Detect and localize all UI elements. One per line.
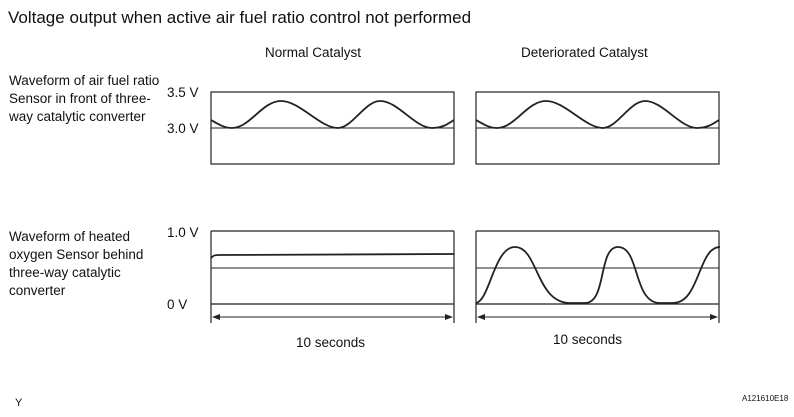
duration-label-deteriorated: 10 seconds [553,332,623,347]
corner-mark: Y [15,397,23,409]
af-sensor-waveform-normal [210,100,455,129]
row-label-af-sensor: Waveform of air fuel ratio Sensor in fro… [9,73,160,124]
o2-sensor-waveform-deteriorated [475,246,721,304]
o2-sensor-waveform-normal [210,253,455,259]
axis-label-1-0v: 1.0 V [167,225,199,240]
diagram-title: Voltage output when active air fuel rati… [8,8,472,27]
duration-label-normal: 10 seconds [296,335,366,350]
row-label-o2-sensor: Waveform of heated oxygen Sensor behind … [9,229,144,298]
axis-label-0v: 0 V [167,297,188,312]
arrowhead-right-normal [445,314,453,320]
column-header-deteriorated: Deteriorated Catalyst [521,45,648,60]
arrowhead-left-deteriorated [477,314,485,320]
arrowhead-left-normal [212,314,220,320]
figure-code: A121610E18 [742,394,789,403]
axis-label-3-5v: 3.5 V [167,85,199,100]
column-header-normal: Normal Catalyst [265,45,362,60]
arrowhead-right-deteriorated [710,314,718,320]
af-sensor-waveform-deteriorated [475,100,720,129]
axis-label-3-0v: 3.0 V [167,121,199,136]
